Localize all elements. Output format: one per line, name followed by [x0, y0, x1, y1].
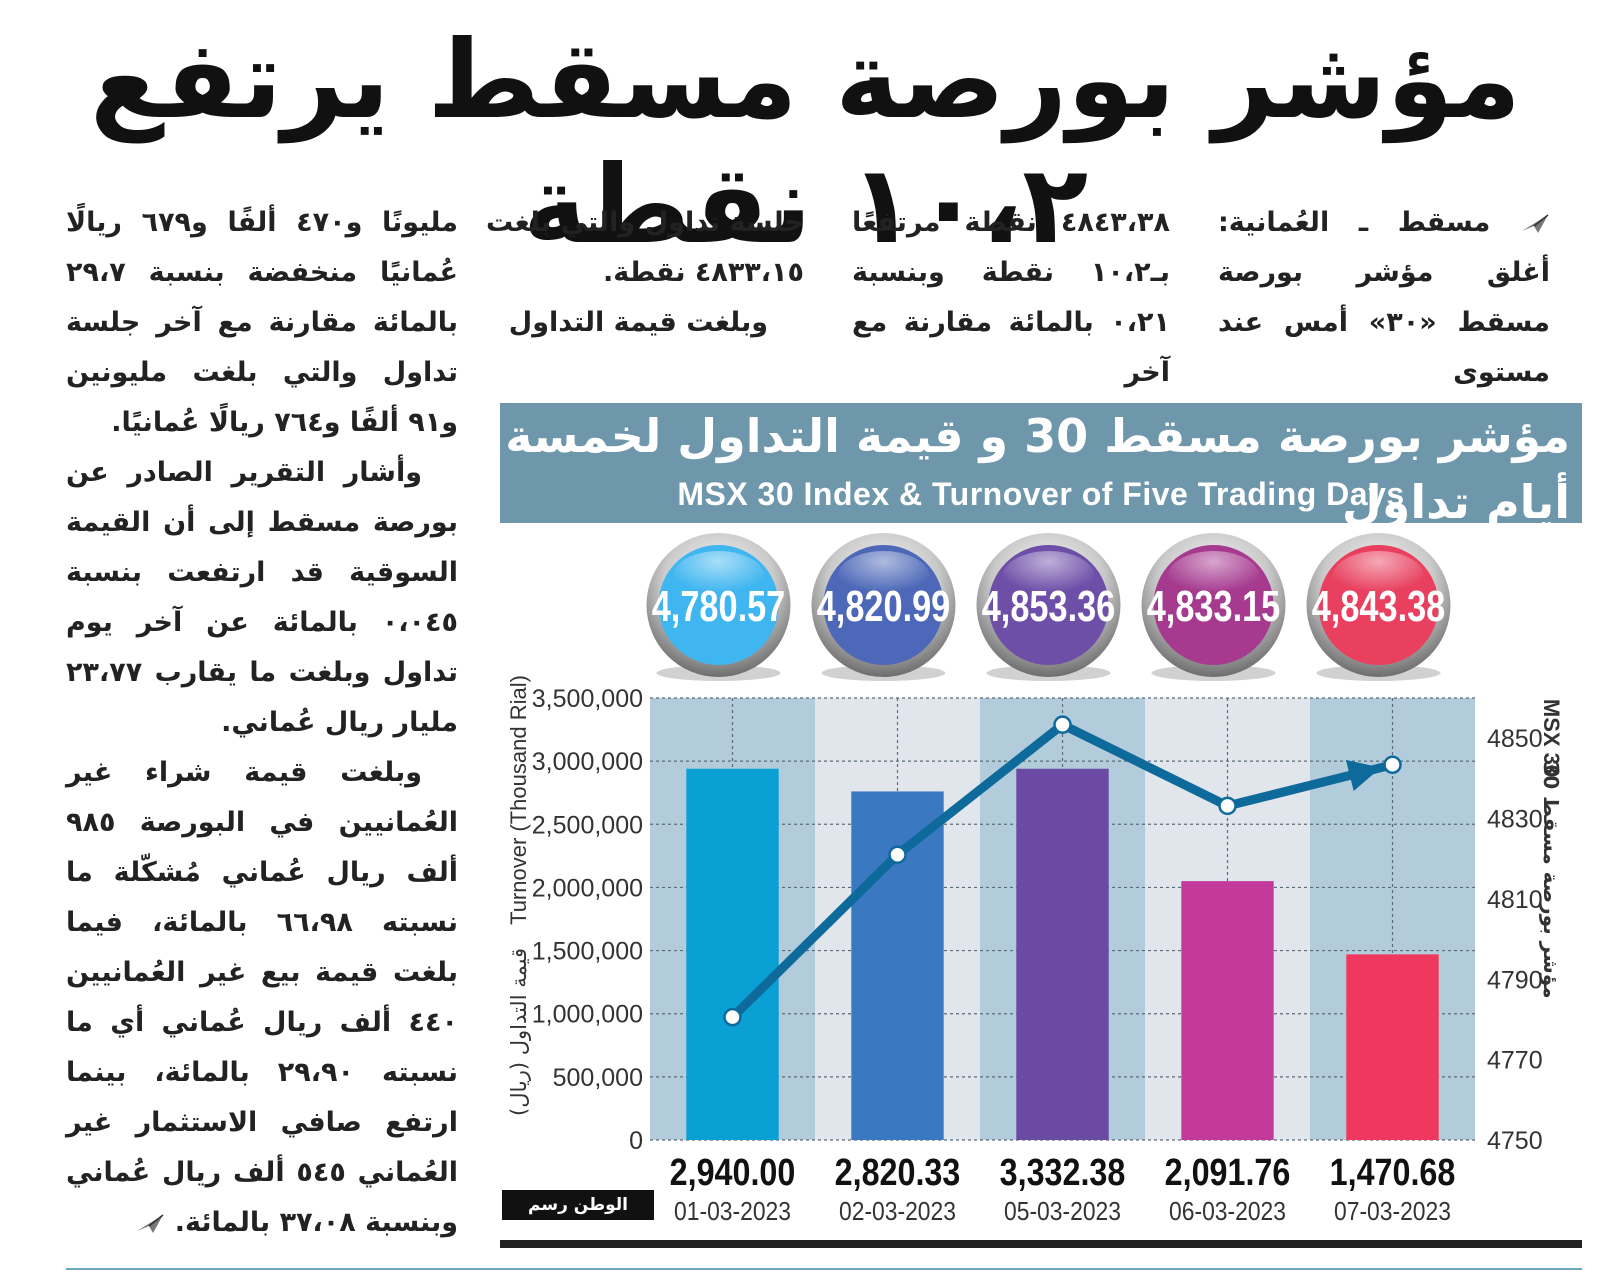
y-tick-label: 0 [629, 1127, 643, 1155]
y-tick-label: 2,000,000 [532, 874, 643, 902]
article-column-3: جلسة تداول والتي بلغت ٤٨٣٣،١٥ نقطة. وبلغ… [486, 198, 804, 348]
article-col4-text-1: مليونًا و٤٧٠ ألفًا و٦٧٩ ريالًا عُمانيًا … [66, 207, 458, 438]
bubble-value-label: 4,780.57 [652, 582, 786, 631]
bar-value-label: 2,091.76 [1165, 1152, 1291, 1194]
bar [1181, 881, 1274, 1140]
y-tick-label: 1,000,000 [532, 1001, 643, 1029]
bubble-shine [1332, 551, 1425, 603]
index-point [723, 1007, 742, 1027]
bubble-shine [1167, 551, 1260, 603]
y-tick-label: 1,500,000 [532, 938, 643, 966]
bubble-value-label: 4,820.99 [817, 582, 951, 631]
paper-bird-icon [1521, 213, 1549, 233]
index-point [1218, 796, 1237, 816]
bubble-value-label: 4,853.36 [982, 582, 1116, 631]
index-point [1383, 755, 1402, 775]
x-tick-label: 05-03-2023 [1004, 1198, 1121, 1227]
bubble-value-label: 4,843.38 [1312, 582, 1446, 631]
y-tick-label: 3,000,000 [532, 748, 643, 776]
bar [1346, 954, 1439, 1140]
article-col1-text: مسقط ـ العُمانية: أغلق مؤشر بورصة مسقط «… [1218, 207, 1550, 388]
arrow-head [1345, 759, 1381, 791]
y-axis-label: Turnover (Thousand Rial) [506, 675, 531, 925]
article-column-1: مسقط ـ العُمانية: أغلق مؤشر بورصة مسقط «… [1218, 198, 1550, 398]
article-col4-text-3: وبلغت قيمة شراء غير العُمانيين في البورص… [66, 757, 458, 1238]
credit-badge: الوطن رسم وتصميم [502, 1190, 654, 1245]
y2-tick-label: 4770 [1487, 1047, 1543, 1075]
page-rule [66, 1268, 1582, 1270]
bar-value-label: 3,332.38 [1000, 1152, 1126, 1194]
y2-tick-label: 4830 [1487, 806, 1543, 834]
y2-tick-label: 4750 [1487, 1127, 1543, 1155]
bubble-value-label: 4,833.15 [1147, 582, 1281, 631]
bottom-rule [500, 1240, 1582, 1248]
article-column-4: مليونًا و٤٧٠ ألفًا و٦٧٩ ريالًا عُمانيًا … [66, 198, 458, 1248]
article-col3-text-2: وبلغت قيمة التداول [508, 307, 768, 338]
bubble-shine [1002, 551, 1095, 603]
chart-subtitle: MSX 30 Index & Turnover of Five Trading … [677, 476, 1405, 512]
article-column-2: ٤٨٤٣،٣٨ نقطة مرتفعًا بـ١٠،٢ نقطة وبنسبة … [852, 198, 1170, 398]
y-tick-label: 2,500,000 [532, 811, 643, 839]
bubble-shine [837, 551, 930, 603]
bar [1016, 768, 1109, 1140]
bar [851, 791, 944, 1140]
bar-value-label: 1,470.68 [1330, 1152, 1456, 1194]
bar [686, 768, 779, 1140]
chart-title: مؤشر بورصة مسقط 30 و قيمة التداول لخمسة … [505, 409, 1570, 529]
infographic-header [500, 403, 1582, 523]
y-tick-label: 3,500,000 [532, 685, 643, 713]
article-col3-text-1: جلسة تداول والتي بلغت ٤٨٣٣،١٥ نقطة. [486, 207, 804, 288]
article-col2-text: ٤٨٤٣،٣٨ نقطة مرتفعًا بـ١٠،٢ نقطة وبنسبة … [852, 207, 1170, 388]
x-tick-label: 01-03-2023 [674, 1198, 791, 1227]
x-tick-label: 06-03-2023 [1169, 1198, 1286, 1227]
index-point [1053, 715, 1072, 734]
headline: مؤشر بورصة مسقط يرتفع ١٠،٢ نقطة [90, 18, 1523, 268]
y2-tick-label: 4790 [1487, 966, 1543, 994]
y2-axis-label: MSX 30 [1539, 699, 1564, 777]
x-tick-label: 07-03-2023 [1334, 1198, 1451, 1227]
y2-tick-label: 4850 [1487, 725, 1543, 753]
bubble-shine [672, 551, 765, 603]
y-tick-label: 500,000 [553, 1064, 643, 1092]
article-col4-text-2: وأشار التقرير الصادر عن بورصة مسقط إلى أ… [66, 457, 458, 738]
y2-axis-label-ar: مؤشر بورصة مسقط 30 [1539, 761, 1563, 998]
bar-value-label: 2,940.00 [670, 1152, 796, 1194]
y2-tick-label: 4810 [1487, 886, 1543, 914]
x-tick-label: 02-03-2023 [839, 1198, 956, 1227]
y-axis-label-ar: قيمة التداول (ريال) [507, 948, 531, 1116]
bar-value-label: 2,820.33 [835, 1152, 961, 1194]
paper-bird-icon [137, 1213, 164, 1233]
index-point [888, 845, 907, 864]
